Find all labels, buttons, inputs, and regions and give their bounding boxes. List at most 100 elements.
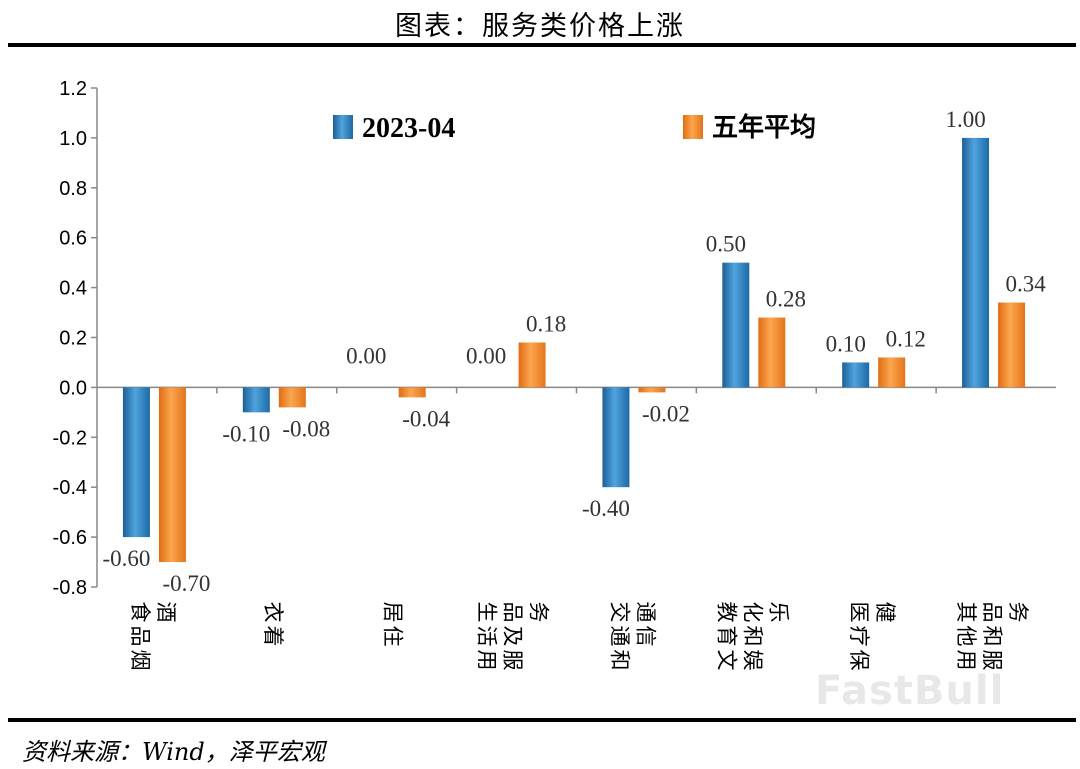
bar-current [962,137,990,388]
bar-five-year-avg [158,387,186,563]
data-label: 1.00 [945,107,985,132]
category-char: 交 [607,602,631,623]
bar-five-year-avg [518,342,546,388]
y-tick-label: 0.2 [59,328,87,350]
legend-label-five-year-average: 五年平均 [712,112,816,143]
data-label: -0.60 [102,546,150,571]
category-label: 生活用 品及服 务 [475,602,551,671]
category-char: 务 [527,602,551,623]
data-label: 0.12 [886,326,926,351]
data-label: 0.00 [466,343,506,368]
data-label: -0.08 [282,416,330,441]
y-tick-label: 0.0 [59,377,87,399]
category-char: 品 [128,626,152,647]
category-char: 化 [740,602,764,623]
category-char: 和 [740,626,764,647]
data-label: 0.50 [706,232,746,257]
legend-label-2023-04: 2023-04 [362,113,455,144]
category-char: 保 [847,650,871,671]
watermark-logo: FastBull [815,668,1005,714]
y-tick-label: 0.8 [59,178,87,200]
bar-five-year-avg [758,317,786,388]
category-char: 食 [128,602,152,623]
category-label: 居住 [381,602,405,647]
category-char: 乐 [766,602,790,623]
data-label: 0.28 [766,287,806,312]
category-char: 生 [475,602,499,623]
category-char: 活 [475,626,499,647]
bar-current [722,262,750,388]
category-char: 娱 [740,650,764,671]
data-label: 0.18 [526,311,566,336]
category-char: 居 [381,602,405,623]
category-char: 信 [633,626,657,647]
y-tick-label: 1.0 [59,128,87,150]
category-char: 和 [607,650,631,671]
legend: 2023-04 五年平均 [333,112,816,144]
category-label: 医疗保 健 [847,602,897,671]
legend-swatch-2023-04 [333,115,353,139]
data-label: 0.34 [1005,272,1046,297]
y-tick-label: 0.6 [59,228,87,250]
bar-five-year-avg [398,387,426,398]
bar-current [122,387,150,538]
category-char: 品 [980,602,1004,623]
top-rule [8,43,1076,47]
category-char: 用 [475,650,499,671]
source-note: 资料来源：Wind，泽平宏观 [22,738,325,766]
category-char: 通 [633,602,657,623]
category-char: 教 [714,602,738,623]
bottom-rule [8,718,1076,722]
category-char: 住 [381,626,405,647]
category-char: 用 [954,650,978,671]
data-label: 0.00 [346,343,386,368]
y-tick-label: -0.8 [53,577,87,599]
figure-title: 图表：服务类价格上涨 [395,11,685,42]
category-char: 育 [714,626,738,647]
bar-current [842,362,870,388]
category-label: 食品烟 酒 [128,602,178,671]
category-char: 和 [980,626,1004,647]
category-char: 服 [501,650,525,671]
data-label: 0.10 [826,331,866,356]
data-label: -0.10 [222,421,270,446]
bar-current [242,387,270,413]
bar-chart: 1.2 1.0 0.8 0.6 0.4 0.2 0.0 -0.2 -0.4 -0.6 -0.8 -0… [53,78,1056,671]
category-char: 衣 [261,602,285,623]
data-label: -0.04 [402,406,450,431]
y-tick-label: -0.4 [53,477,87,499]
category-char: 品 [501,602,525,623]
bar-five-year-avg [878,357,906,388]
category-char: 健 [873,602,897,623]
category-char: 酒 [154,602,178,623]
bar-current [602,387,630,488]
category-label: 衣着 [261,602,285,647]
category-char: 疗 [847,626,871,647]
data-label: -0.70 [162,571,210,596]
data-label: -0.02 [642,401,690,426]
y-tick-label: -0.2 [53,427,87,449]
category-char: 烟 [128,650,152,671]
category-char: 通 [607,626,631,647]
bar-five-year-avg [638,387,666,393]
category-label: 教育文 化和娱 乐 [714,602,790,671]
bar-five-year-avg [998,302,1026,388]
y-tick-label: 1.2 [59,78,87,100]
category-char: 着 [261,626,285,647]
category-char: 及 [501,626,525,647]
category-char: 医 [847,602,871,623]
category-char: 他 [954,626,978,647]
category-char: 其 [954,602,978,623]
data-label: -0.40 [582,496,630,521]
y-tick-label: 0.4 [59,278,87,300]
category-char: 务 [1006,602,1030,623]
y-tick-label: -0.6 [53,527,87,549]
data-labels: -0.60 -0.10 0.00 0.00 -0.40 0.50 0.10 1.00 -0.70… [102,107,1046,596]
legend-swatch-five-year-average [683,115,703,139]
bars [122,137,1026,563]
bar-five-year-avg [278,387,306,408]
category-char: 文 [714,650,738,671]
category-char: 服 [980,650,1004,671]
